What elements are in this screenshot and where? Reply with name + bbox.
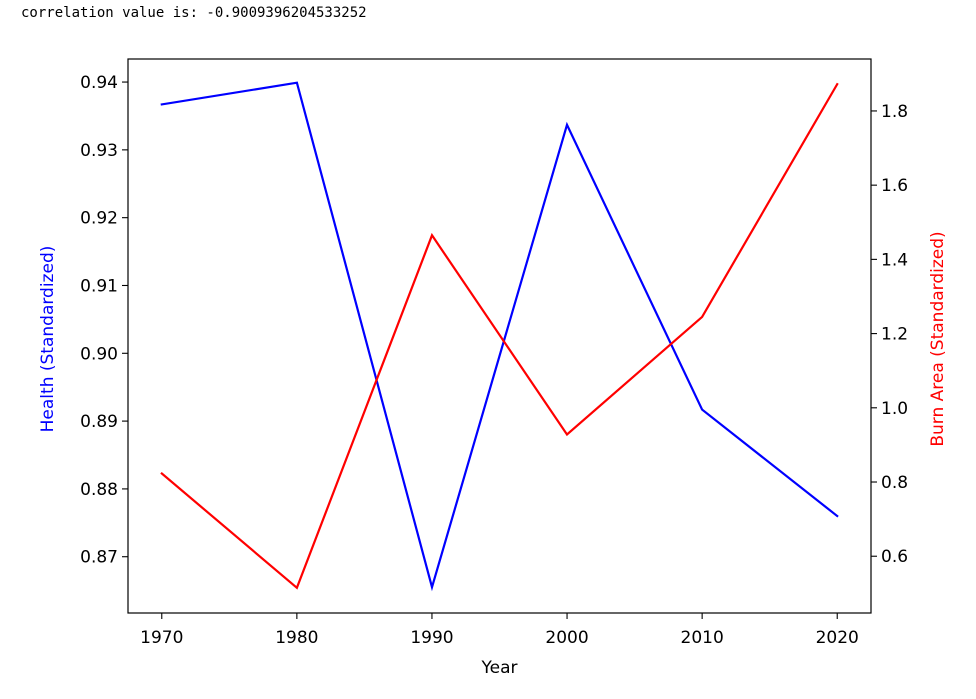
left-y-tick-label: 0.91 (80, 276, 118, 296)
right-y-tick-label: 1.8 (881, 102, 908, 122)
x-tick-label: 1990 (410, 628, 453, 648)
series-layer (160, 81, 839, 592)
x-tick-label: 2000 (545, 628, 588, 648)
left-y-tick-label: 0.93 (80, 141, 118, 161)
x-tick-label: 1980 (275, 628, 318, 648)
correlation-output-text: correlation value is: -0.900939620453325… (21, 5, 367, 21)
right-y-tick-label: 1.4 (881, 250, 908, 270)
plot-frame (127, 58, 872, 614)
x-tick-label: 2020 (816, 628, 859, 648)
left-y-axis-ticks: 0.87 0.88 0.89 0.90 0.91 0.92 0.93 0.94 (80, 73, 128, 568)
x-axis-label: Year (481, 658, 518, 678)
right-y-tick-label: 0.6 (881, 547, 908, 567)
right-y-tick-label: 1.0 (881, 399, 908, 419)
right-y-axis-label: Burn Area (Standardized) (928, 231, 948, 446)
left-y-tick-label: 0.87 (80, 548, 118, 568)
right-y-tick-label: 0.8 (881, 473, 908, 493)
x-axis-ticks: 1970 1980 1990 2000 2010 2020 (140, 613, 859, 648)
left-y-tick-label: 0.90 (80, 344, 118, 364)
x-tick-label: 2010 (681, 628, 724, 648)
left-y-axis-label: Health (Standardized) (38, 246, 58, 433)
right-y-tick-label: 1.2 (881, 325, 908, 345)
x-tick-label: 1970 (140, 628, 183, 648)
left-y-tick-label: 0.89 (80, 412, 118, 432)
burn-area-series-line (160, 82, 839, 590)
right-y-axis-ticks: 0.6 0.8 1.0 1.2 1.4 1.6 1.8 (871, 102, 908, 567)
right-y-tick-label: 1.6 (881, 176, 908, 196)
left-y-tick-label: 0.94 (80, 73, 118, 93)
left-y-tick-label: 0.92 (80, 209, 118, 229)
left-y-tick-label: 0.88 (80, 480, 118, 500)
health-series-line (160, 81, 839, 592)
